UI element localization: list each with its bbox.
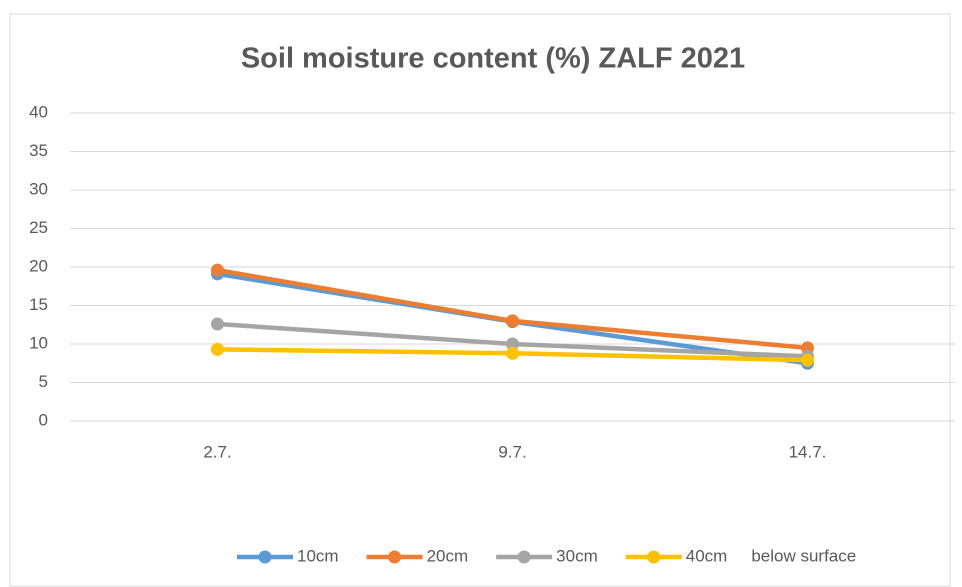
point-marker [506, 337, 519, 351]
x-tick-label: 2.7. [203, 442, 231, 461]
x-tick-label: 14.7. [789, 442, 827, 461]
legend-label: 30cm [556, 546, 598, 565]
legend-label: 40cm [686, 546, 728, 565]
y-tick-label: 10 [29, 333, 48, 352]
legend-swatch-marker [388, 550, 402, 564]
legend-label: 20cm [427, 546, 469, 565]
point-marker [211, 263, 224, 277]
point-marker [801, 353, 814, 367]
point-marker [506, 346, 519, 360]
legend-swatch-marker [258, 550, 272, 564]
y-tick-label: 0 [39, 410, 48, 429]
y-tick-label: 15 [29, 295, 48, 314]
legend-swatch-marker [517, 550, 531, 564]
y-tick-label: 25 [29, 218, 48, 237]
point-marker [506, 314, 519, 328]
y-tick-label: 5 [39, 372, 48, 391]
legend-swatch-marker [647, 550, 661, 564]
y-tick-label: 40 [29, 102, 48, 121]
x-tick-label: 9.7. [498, 442, 526, 461]
point-marker [211, 317, 224, 331]
y-tick-label: 35 [29, 141, 48, 160]
chart-title: Soil moisture content (%) ZALF 2021 [241, 43, 745, 75]
y-tick-label: 30 [29, 179, 48, 198]
legend-note: below surface [751, 546, 856, 565]
y-tick-label: 20 [29, 256, 48, 275]
point-marker [211, 342, 224, 356]
legend-label: 10cm [297, 546, 339, 565]
chart-frame [9, 13, 951, 587]
